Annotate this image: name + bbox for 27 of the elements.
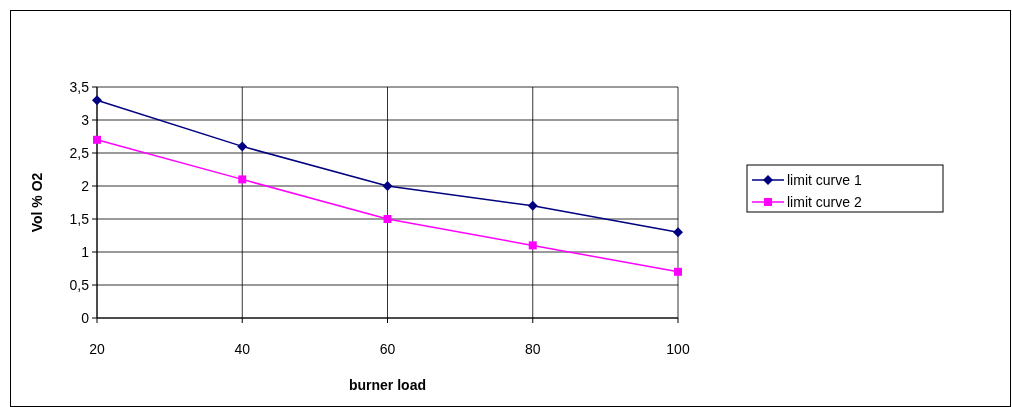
point <box>673 227 683 238</box>
legend-label: limit curve 2 <box>787 193 862 210</box>
y-tick-label: 2 <box>81 177 90 194</box>
y-tick-label: 1,5 <box>69 210 90 227</box>
point <box>92 95 102 106</box>
point <box>528 241 537 250</box>
point <box>238 175 247 184</box>
y-tick-label: 2,5 <box>69 144 90 161</box>
point <box>237 141 248 152</box>
point <box>383 215 392 223</box>
point <box>527 200 538 211</box>
y-tick-label: 0,5 <box>69 276 90 293</box>
legend-label: limit curve 1 <box>787 171 862 188</box>
y-axis-title: Vol % O2 <box>29 172 45 233</box>
x-axis-title: burner load <box>348 377 427 393</box>
y-tick-label: 3,5 <box>69 78 90 95</box>
x-tick-label: 40 <box>234 341 251 357</box>
x-tick-label: 20 <box>89 341 105 357</box>
x-tick-label: 100 <box>666 341 690 357</box>
y-tick-label: 1 <box>81 243 90 260</box>
y-tick-label: 3 <box>81 111 90 128</box>
point <box>93 135 101 144</box>
y-tick-label: 0 <box>81 309 90 326</box>
x-tick-label: 80 <box>524 341 541 357</box>
x-tick-label: 60 <box>379 341 396 357</box>
point <box>382 181 393 191</box>
point <box>674 267 682 276</box>
